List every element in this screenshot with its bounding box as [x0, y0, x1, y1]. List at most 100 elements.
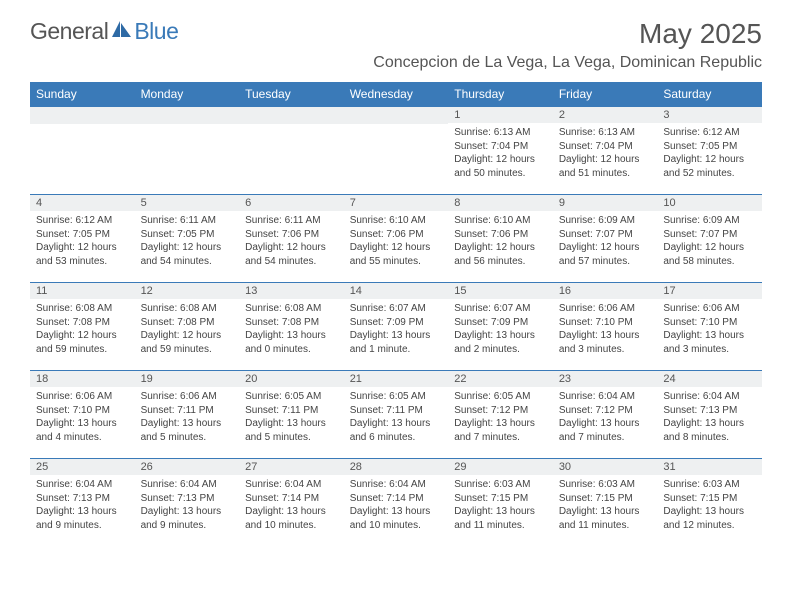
sunset-text: Sunset: 7:06 PM	[454, 228, 547, 242]
day-body: Sunrise: 6:10 AMSunset: 7:06 PMDaylight:…	[448, 211, 553, 272]
sunrise-text: Sunrise: 6:05 AM	[350, 390, 443, 404]
calendar-day-cell: 4Sunrise: 6:12 AMSunset: 7:05 PMDaylight…	[30, 194, 135, 282]
day-number: 10	[657, 194, 762, 211]
daylight-line1: Daylight: 12 hours	[559, 241, 652, 255]
calendar-week-row: 11Sunrise: 6:08 AMSunset: 7:08 PMDayligh…	[30, 282, 762, 370]
sunset-text: Sunset: 7:10 PM	[559, 316, 652, 330]
day-body: Sunrise: 6:11 AMSunset: 7:06 PMDaylight:…	[239, 211, 344, 272]
daylight-line2: and 1 minute.	[350, 343, 443, 357]
day-body: Sunrise: 6:04 AMSunset: 7:14 PMDaylight:…	[239, 475, 344, 536]
sunset-text: Sunset: 7:09 PM	[350, 316, 443, 330]
sunset-text: Sunset: 7:05 PM	[36, 228, 129, 242]
day-body: Sunrise: 6:03 AMSunset: 7:15 PMDaylight:…	[657, 475, 762, 536]
calendar-day-cell: 23Sunrise: 6:04 AMSunset: 7:12 PMDayligh…	[553, 370, 658, 458]
logo-text-blue: Blue	[134, 18, 178, 45]
sunset-text: Sunset: 7:15 PM	[663, 492, 756, 506]
daylight-line2: and 2 minutes.	[454, 343, 547, 357]
day-body: Sunrise: 6:08 AMSunset: 7:08 PMDaylight:…	[30, 299, 135, 360]
daylight-line1: Daylight: 13 hours	[454, 417, 547, 431]
daylight-line2: and 12 minutes.	[663, 519, 756, 533]
calendar-day-cell: 20Sunrise: 6:05 AMSunset: 7:11 PMDayligh…	[239, 370, 344, 458]
sunset-text: Sunset: 7:12 PM	[559, 404, 652, 418]
day-header: Monday	[135, 82, 240, 106]
sunrise-text: Sunrise: 6:08 AM	[141, 302, 234, 316]
day-number: 28	[344, 458, 449, 475]
day-number: 17	[657, 282, 762, 299]
sunrise-text: Sunrise: 6:12 AM	[36, 214, 129, 228]
day-body: Sunrise: 6:03 AMSunset: 7:15 PMDaylight:…	[448, 475, 553, 536]
sunrise-text: Sunrise: 6:07 AM	[454, 302, 547, 316]
day-body: Sunrise: 6:13 AMSunset: 7:04 PMDaylight:…	[448, 123, 553, 184]
sunrise-text: Sunrise: 6:11 AM	[245, 214, 338, 228]
daylight-line2: and 56 minutes.	[454, 255, 547, 269]
calendar-day-cell: 5Sunrise: 6:11 AMSunset: 7:05 PMDaylight…	[135, 194, 240, 282]
daylight-line1: Daylight: 12 hours	[454, 153, 547, 167]
empty-day-bar	[135, 106, 240, 124]
calendar-day-cell	[135, 106, 240, 194]
sunset-text: Sunset: 7:15 PM	[454, 492, 547, 506]
calendar-day-cell	[239, 106, 344, 194]
daylight-line1: Daylight: 12 hours	[245, 241, 338, 255]
sunset-text: Sunset: 7:07 PM	[663, 228, 756, 242]
sunset-text: Sunset: 7:09 PM	[454, 316, 547, 330]
sunset-text: Sunset: 7:06 PM	[350, 228, 443, 242]
daylight-line2: and 4 minutes.	[36, 431, 129, 445]
sunset-text: Sunset: 7:11 PM	[141, 404, 234, 418]
day-header: Sunday	[30, 82, 135, 106]
day-number: 31	[657, 458, 762, 475]
calendar-day-cell: 6Sunrise: 6:11 AMSunset: 7:06 PMDaylight…	[239, 194, 344, 282]
day-number: 8	[448, 194, 553, 211]
title-block: May 2025 Concepcion de La Vega, La Vega,…	[373, 18, 762, 72]
daylight-line2: and 55 minutes.	[350, 255, 443, 269]
sunset-text: Sunset: 7:05 PM	[141, 228, 234, 242]
day-body: Sunrise: 6:06 AMSunset: 7:10 PMDaylight:…	[30, 387, 135, 448]
daylight-line1: Daylight: 13 hours	[663, 329, 756, 343]
sunrise-text: Sunrise: 6:07 AM	[350, 302, 443, 316]
calendar-day-cell: 24Sunrise: 6:04 AMSunset: 7:13 PMDayligh…	[657, 370, 762, 458]
day-body: Sunrise: 6:08 AMSunset: 7:08 PMDaylight:…	[239, 299, 344, 360]
sunset-text: Sunset: 7:10 PM	[36, 404, 129, 418]
daylight-line2: and 6 minutes.	[350, 431, 443, 445]
daylight-line2: and 58 minutes.	[663, 255, 756, 269]
sunrise-text: Sunrise: 6:05 AM	[454, 390, 547, 404]
calendar-day-cell: 22Sunrise: 6:05 AMSunset: 7:12 PMDayligh…	[448, 370, 553, 458]
day-number: 29	[448, 458, 553, 475]
empty-day-bar	[30, 106, 135, 124]
daylight-line2: and 3 minutes.	[663, 343, 756, 357]
sunrise-text: Sunrise: 6:03 AM	[559, 478, 652, 492]
calendar-day-cell: 18Sunrise: 6:06 AMSunset: 7:10 PMDayligh…	[30, 370, 135, 458]
daylight-line1: Daylight: 12 hours	[141, 241, 234, 255]
calendar-day-cell: 19Sunrise: 6:06 AMSunset: 7:11 PMDayligh…	[135, 370, 240, 458]
daylight-line2: and 5 minutes.	[245, 431, 338, 445]
daylight-line1: Daylight: 12 hours	[141, 329, 234, 343]
page-header: General Blue May 2025 Concepcion de La V…	[0, 0, 792, 72]
day-number: 3	[657, 106, 762, 123]
calendar-day-cell: 29Sunrise: 6:03 AMSunset: 7:15 PMDayligh…	[448, 458, 553, 546]
daylight-line1: Daylight: 13 hours	[559, 417, 652, 431]
logo-sail-icon	[112, 21, 132, 44]
day-body: Sunrise: 6:05 AMSunset: 7:11 PMDaylight:…	[239, 387, 344, 448]
day-number: 25	[30, 458, 135, 475]
daylight-line2: and 7 minutes.	[454, 431, 547, 445]
daylight-line1: Daylight: 13 hours	[141, 417, 234, 431]
sunset-text: Sunset: 7:08 PM	[245, 316, 338, 330]
daylight-line2: and 57 minutes.	[559, 255, 652, 269]
month-title: May 2025	[373, 18, 762, 50]
sunset-text: Sunset: 7:04 PM	[559, 140, 652, 154]
daylight-line2: and 7 minutes.	[559, 431, 652, 445]
sunrise-text: Sunrise: 6:03 AM	[454, 478, 547, 492]
sunrise-text: Sunrise: 6:05 AM	[245, 390, 338, 404]
calendar-day-cell	[344, 106, 449, 194]
calendar-day-cell: 26Sunrise: 6:04 AMSunset: 7:13 PMDayligh…	[135, 458, 240, 546]
day-body: Sunrise: 6:05 AMSunset: 7:11 PMDaylight:…	[344, 387, 449, 448]
day-number: 12	[135, 282, 240, 299]
daylight-line2: and 52 minutes.	[663, 167, 756, 181]
calendar-day-cell: 25Sunrise: 6:04 AMSunset: 7:13 PMDayligh…	[30, 458, 135, 546]
logo: General Blue	[30, 18, 178, 45]
daylight-line1: Daylight: 13 hours	[663, 505, 756, 519]
sunset-text: Sunset: 7:10 PM	[663, 316, 756, 330]
calendar-day-cell: 9Sunrise: 6:09 AMSunset: 7:07 PMDaylight…	[553, 194, 658, 282]
sunset-text: Sunset: 7:04 PM	[454, 140, 547, 154]
day-number: 1	[448, 106, 553, 123]
calendar-day-cell: 7Sunrise: 6:10 AMSunset: 7:06 PMDaylight…	[344, 194, 449, 282]
